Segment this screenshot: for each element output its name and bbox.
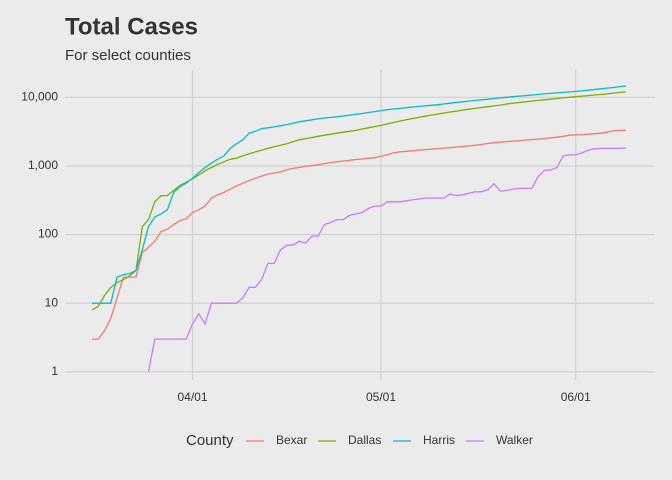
chart-subtitle: For select counties [65, 47, 191, 64]
chart-title: Total Cases [65, 13, 198, 40]
series-line [91, 91, 627, 311]
legend-title: County [186, 432, 234, 449]
legend-label: Dallas [348, 433, 381, 447]
x-tick-label: 05/01 [366, 390, 396, 404]
series-line [92, 85, 627, 304]
series-line [92, 129, 626, 340]
legend-label: Harris [423, 433, 455, 447]
x-tick-label: 04/01 [178, 390, 208, 404]
y-tick-label: 1 [51, 364, 58, 378]
y-tick-label: 10,000 [21, 89, 58, 103]
y-tick-label: 100 [38, 227, 58, 241]
y-tick-label: 1,000 [28, 158, 58, 172]
series-line [147, 147, 627, 372]
y-tick-label: 10 [45, 295, 59, 309]
x-tick-label: 06/01 [561, 390, 591, 404]
legend-label: Walker [496, 433, 533, 447]
legend-label: Bexar [276, 433, 307, 447]
